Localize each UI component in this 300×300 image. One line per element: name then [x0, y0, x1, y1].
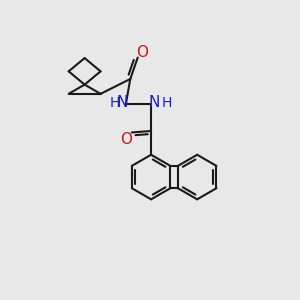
- Text: O: O: [136, 45, 148, 60]
- Text: H: H: [110, 96, 120, 110]
- Text: N: N: [117, 95, 128, 110]
- Text: N: N: [149, 95, 160, 110]
- Text: H: H: [161, 96, 172, 110]
- Text: O: O: [120, 131, 132, 146]
